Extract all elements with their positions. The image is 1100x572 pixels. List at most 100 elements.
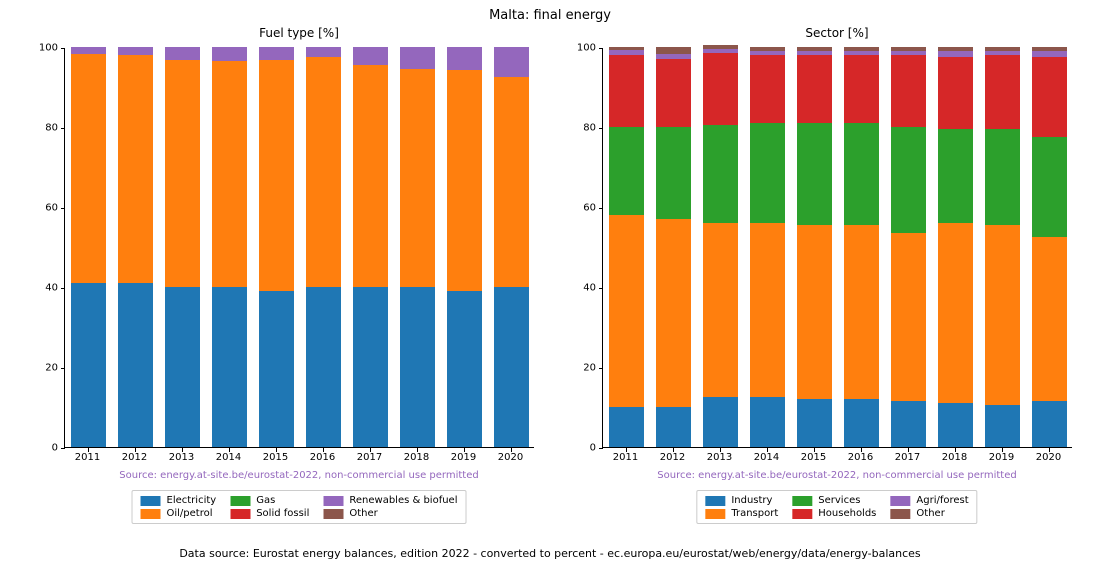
xtick-label: 2011 (75, 452, 100, 463)
ytick-mark (61, 128, 65, 129)
ytick-label: 0 (556, 443, 596, 454)
xtick-label: 2012 (660, 452, 685, 463)
bar-segment (938, 129, 973, 223)
bar-segment (118, 47, 153, 55)
bar-segment (212, 47, 247, 61)
ytick-label: 60 (18, 203, 58, 214)
bar-segment (844, 55, 879, 123)
ytick-label: 40 (18, 283, 58, 294)
legend-swatch (705, 496, 725, 506)
legend-label: Households (818, 508, 876, 519)
axis-title-left: Fuel type [%] (64, 26, 534, 40)
ytick-mark (599, 368, 603, 369)
figure: Malta: final energy Fuel type [%] Source… (0, 0, 1100, 572)
bar-segment (71, 54, 106, 283)
bar-segment (844, 225, 879, 399)
ytick-mark (61, 208, 65, 209)
subplot-sector: Sector [%] Source: energy.at-site.be/eur… (602, 48, 1072, 448)
xtick-label: 2012 (122, 452, 147, 463)
xtick-label: 2017 (895, 452, 920, 463)
bar-segment (71, 47, 106, 54)
xtick-label: 2016 (848, 452, 873, 463)
bar-segment (797, 55, 832, 123)
bar-segment (938, 223, 973, 403)
ytick-label: 80 (556, 123, 596, 134)
bar-segment (1032, 57, 1067, 137)
bar-segment (844, 51, 879, 55)
bar-segment (656, 59, 691, 127)
legend-item: Agri/forest (890, 495, 968, 506)
bar-segment (353, 287, 388, 447)
bar-segment (797, 51, 832, 55)
bar-segment (703, 53, 738, 125)
plot-area-left (64, 48, 534, 448)
legend-item: Services (792, 495, 876, 506)
bar-segment (609, 215, 644, 407)
legend-swatch (230, 496, 250, 506)
bar-segment (985, 405, 1020, 447)
bar-segment (797, 47, 832, 51)
legend-swatch (141, 509, 161, 519)
legend-label: Solid fossil (256, 508, 309, 519)
bars-left (65, 48, 534, 447)
xtick-label: 2015 (801, 452, 826, 463)
bar-segment (306, 57, 341, 287)
bar-segment (750, 223, 785, 397)
legend-item: Solid fossil (230, 508, 309, 519)
legend-swatch (792, 509, 812, 519)
legend-label: Industry (731, 495, 772, 506)
bar-segment (494, 77, 529, 287)
ytick-mark (599, 128, 603, 129)
bar-segment (656, 219, 691, 407)
bar-segment (703, 125, 738, 223)
bar-segment (938, 51, 973, 57)
bar-segment (891, 55, 926, 127)
bar-segment (306, 47, 341, 57)
ytick-label: 100 (556, 43, 596, 54)
figure-footer: Data source: Eurostat energy balances, e… (0, 547, 1100, 560)
bar-segment (447, 47, 482, 70)
bar-segment (797, 123, 832, 225)
bar-segment (212, 61, 247, 287)
legend-swatch (323, 496, 343, 506)
bar-segment (609, 127, 644, 215)
ytick-label: 60 (556, 203, 596, 214)
bar-segment (1032, 51, 1067, 57)
bar-segment (656, 127, 691, 219)
ytick-label: 20 (556, 363, 596, 374)
xtick-label: 2019 (451, 452, 476, 463)
subplot-fuel-type: Fuel type [%] Source: energy.at-site.be/… (64, 48, 534, 448)
xtick-label: 2014 (754, 452, 779, 463)
legend-label: Other (916, 508, 944, 519)
bar-segment (165, 287, 200, 447)
bar-segment (703, 397, 738, 447)
bar-segment (985, 51, 1020, 55)
bar-segment (938, 403, 973, 447)
bar-segment (938, 57, 973, 129)
legend-label: Oil/petrol (167, 508, 213, 519)
legend-label: Electricity (167, 495, 217, 506)
xtick-label: 2013 (707, 452, 732, 463)
bars-right (603, 48, 1072, 447)
bar-segment (212, 287, 247, 447)
ytick-label: 100 (18, 43, 58, 54)
figure-suptitle: Malta: final energy (0, 8, 1100, 23)
legend-swatch (792, 496, 812, 506)
bar-segment (985, 55, 1020, 129)
bar-segment (400, 69, 435, 287)
bar-segment (1032, 237, 1067, 401)
legend-item: Industry (705, 495, 778, 506)
bar-segment (609, 47, 644, 50)
bar-segment (844, 399, 879, 447)
legend-left: ElectricityOil/petrolGasSolid fossilRene… (132, 490, 467, 524)
bar-segment (750, 123, 785, 223)
legend-swatch (141, 496, 161, 506)
ytick-label: 80 (18, 123, 58, 134)
legend-swatch (890, 509, 910, 519)
legend-label: Other (349, 508, 377, 519)
ytick-label: 0 (18, 443, 58, 454)
xtick-label: 2014 (216, 452, 241, 463)
bar-segment (750, 55, 785, 123)
legend-label: Transport (731, 508, 778, 519)
bar-segment (165, 60, 200, 287)
